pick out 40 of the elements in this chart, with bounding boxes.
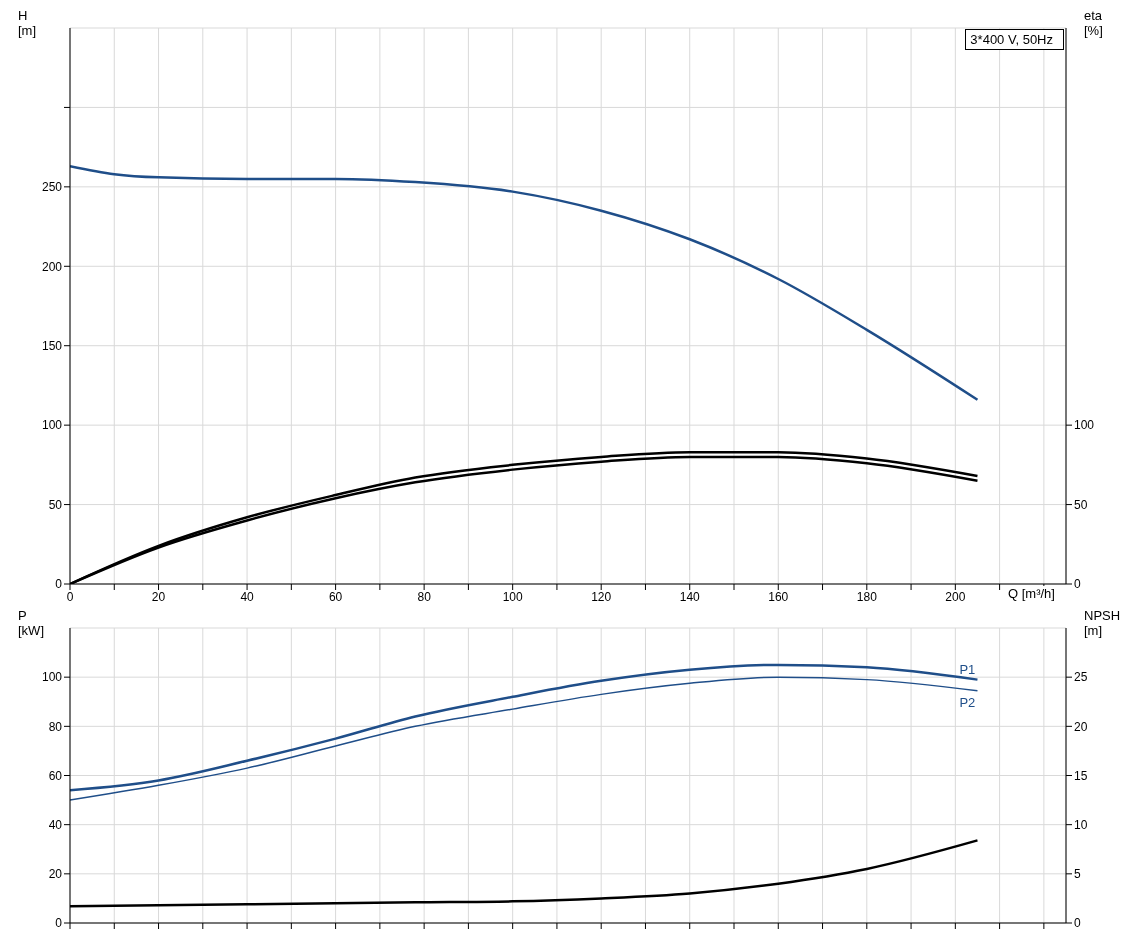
y2-tick-label: 5 (1074, 867, 1081, 882)
x-tick-label: 40 (240, 589, 255, 604)
series-label: P1 (959, 661, 976, 677)
series-label: P2 (959, 694, 976, 710)
y2-axis-title: NPSH [m] (1084, 608, 1121, 638)
y-axis-title: H [m] (18, 8, 37, 38)
y-tick-label: 0 (55, 916, 63, 931)
y-tick-label: 40 (48, 817, 63, 832)
y2-tick-label: 100 (1074, 418, 1095, 433)
x-tick-label: 120 (591, 589, 612, 604)
y2-tick-label: 25 (1074, 670, 1088, 685)
y-tick-label: 60 (48, 768, 63, 783)
x-tick-label: 200 (945, 589, 966, 604)
x-tick-label: 80 (417, 589, 432, 604)
y2-tick-label: 0 (1074, 916, 1081, 931)
y-tick-label: 80 (48, 719, 63, 734)
y2-tick-label: 0 (1074, 577, 1081, 592)
y2-tick-label: 50 (1074, 497, 1088, 512)
y-tick-label: 150 (41, 338, 63, 353)
x-tick-label: 0 (66, 589, 74, 604)
y-tick-label: 100 (41, 418, 63, 433)
y-tick-label: 100 (41, 670, 63, 685)
x-axis-title: Q [m³/h] (1006, 586, 1057, 601)
x-tick-label: 100 (502, 589, 523, 604)
x-tick-label: 180 (856, 589, 878, 604)
y-axis-title: P [kW] (18, 608, 44, 638)
y-tick-label: 250 (41, 180, 63, 195)
y2-tick-label: 10 (1074, 817, 1088, 832)
x-tick-label: 60 (328, 589, 343, 604)
y2-tick-label: 20 (1074, 719, 1088, 734)
y-tick-label: 50 (48, 497, 63, 512)
x-tick-label: 20 (151, 589, 166, 604)
y2-axis-title: eta [%] (1084, 8, 1103, 38)
x-tick-label: 160 (768, 589, 789, 604)
y-tick-label: 20 (48, 867, 63, 882)
x-tick-label: 140 (679, 589, 701, 604)
y-tick-label: 200 (41, 259, 63, 274)
y-tick-label: 0 (55, 577, 63, 592)
annotation: 3*400 V, 50Hz (965, 29, 1064, 50)
y2-tick-label: 15 (1074, 768, 1088, 783)
